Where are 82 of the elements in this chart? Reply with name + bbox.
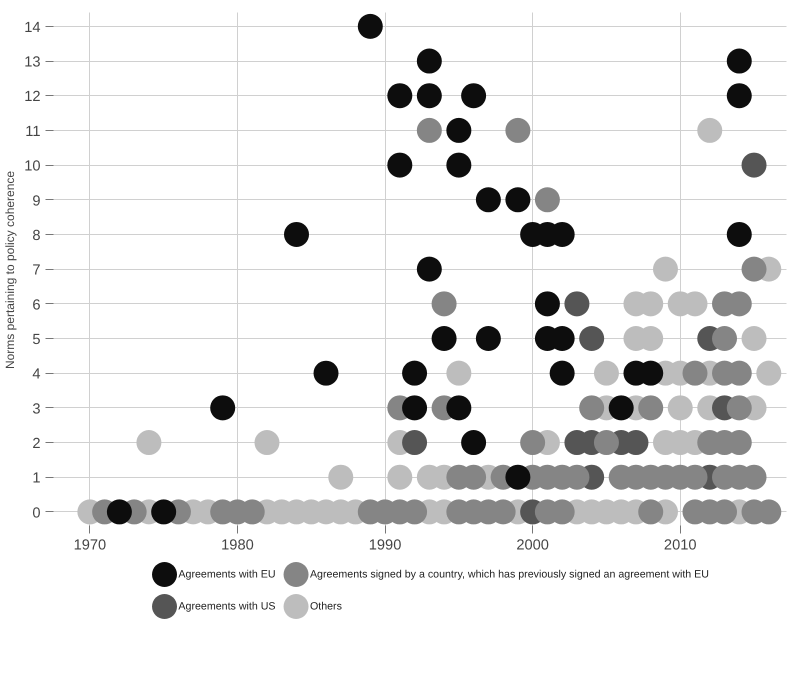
point: [652, 256, 678, 282]
x-tick-label: 1970: [74, 538, 106, 554]
point: [534, 187, 560, 212]
point: [461, 430, 486, 456]
point: [210, 395, 236, 420]
x-tick-label: 1980: [221, 538, 254, 554]
y-tick-label: 4: [32, 366, 41, 383]
y-tick-label: 0: [32, 505, 41, 522]
point: [328, 464, 354, 490]
point: [387, 464, 412, 490]
legend-label: Agreements with EU: [178, 568, 276, 580]
point: [136, 430, 162, 456]
legend-label: Agreements signed by a country, which has previously signed an agreement with EU: [310, 568, 709, 580]
point: [594, 430, 619, 456]
point: [106, 499, 132, 524]
point: [564, 291, 590, 316]
point: [742, 256, 767, 282]
y-axis-title: Norms pertaining to policy coherence: [3, 170, 18, 370]
y-tick-label: 10: [24, 158, 41, 175]
point: [756, 360, 782, 386]
y-tick-label: 3: [32, 401, 41, 418]
point: [742, 152, 767, 178]
point: [712, 326, 738, 351]
point: [579, 326, 604, 351]
point: [638, 395, 664, 420]
point: [476, 326, 501, 351]
point: [520, 430, 546, 456]
y-tick-label: 13: [24, 54, 41, 71]
point: [446, 118, 472, 143]
point: [416, 118, 442, 143]
point: [505, 187, 530, 212]
point: [534, 291, 560, 316]
y-tick-label: 2: [32, 436, 41, 452]
point: [608, 395, 634, 420]
point: [284, 222, 309, 247]
point: [476, 187, 501, 212]
point: [682, 360, 708, 386]
y-tick-label: 5: [32, 332, 41, 348]
point: [416, 83, 442, 108]
y-tick-label: 1: [32, 470, 41, 487]
point: [579, 395, 604, 420]
point: [402, 360, 428, 386]
y-tick-label: 6: [32, 297, 41, 314]
point: [697, 118, 722, 143]
point: [432, 326, 457, 351]
y-tick-label: 12: [24, 89, 41, 106]
y-tick-label: 7: [32, 262, 41, 279]
point: [314, 360, 339, 386]
point: [505, 464, 530, 490]
point: [387, 152, 412, 178]
point: [151, 499, 176, 524]
point: [726, 222, 752, 247]
x-tick-label: 2000: [516, 538, 549, 554]
point: [446, 360, 472, 386]
legend-label: Others: [310, 600, 342, 612]
point: [446, 395, 472, 420]
point: [668, 395, 693, 420]
y-tick-label: 11: [25, 124, 41, 140]
x-tick-label: 2010: [664, 538, 697, 554]
legend-label: Agreements with US: [178, 600, 276, 612]
point: [505, 118, 530, 143]
point: [726, 395, 752, 420]
point: [726, 48, 752, 74]
point: [416, 256, 442, 282]
point: [402, 430, 428, 456]
point: [638, 499, 664, 524]
x-tick-label: 1990: [368, 538, 402, 554]
point: [446, 152, 472, 178]
point: [387, 83, 412, 108]
point: [358, 14, 383, 39]
point: [726, 83, 752, 108]
point: [550, 360, 575, 386]
point: [432, 291, 457, 316]
point: [594, 360, 619, 386]
point: [461, 83, 486, 108]
point: [402, 395, 428, 420]
y-tick-label: 9: [32, 193, 41, 210]
y-tick-label: 8: [32, 228, 41, 244]
point: [254, 430, 280, 456]
y-tick-label: 14: [24, 20, 41, 36]
point: [742, 326, 767, 351]
point: [416, 48, 442, 74]
